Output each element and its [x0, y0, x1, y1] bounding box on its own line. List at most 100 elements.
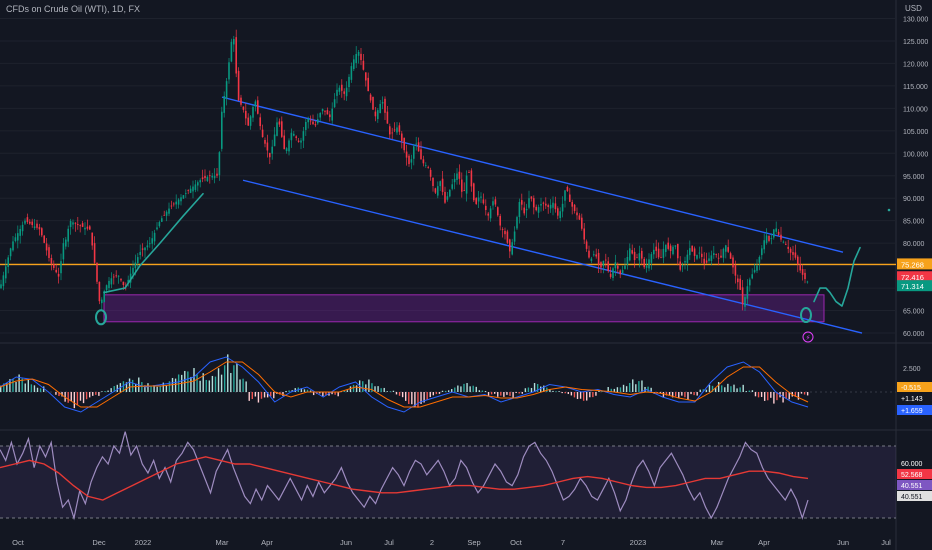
macd-histogram-bar	[251, 392, 253, 400]
candle	[77, 216, 79, 230]
candle	[691, 245, 693, 252]
time-tick-label: Jul	[881, 538, 891, 547]
candle	[569, 188, 571, 203]
candle	[353, 55, 355, 71]
macd-histogram-bar	[441, 390, 444, 392]
candle	[761, 245, 763, 260]
candle-body	[605, 259, 607, 261]
candle-body	[127, 279, 129, 284]
macd-histogram-bar	[727, 383, 729, 392]
candle	[357, 50, 360, 64]
candle-body	[698, 252, 701, 254]
candle-body	[149, 243, 151, 245]
macd-histogram-bar	[70, 392, 72, 401]
candle-body	[525, 209, 528, 211]
candle-body	[571, 202, 573, 207]
candle	[180, 194, 182, 206]
candle-body	[725, 245, 727, 252]
candle-body	[53, 263, 55, 268]
macd-histogram-bar	[144, 385, 146, 392]
candle	[439, 180, 441, 191]
time-tick-label: Mar	[216, 538, 229, 547]
rsi-value-text: 40.551	[901, 494, 923, 501]
candle	[84, 222, 86, 236]
candle-body	[715, 254, 717, 255]
candle	[283, 129, 285, 150]
candle	[696, 254, 698, 261]
candle	[307, 116, 309, 129]
candle	[708, 252, 710, 263]
time-tick-label: Mar	[711, 538, 724, 547]
macd-histogram-bar	[540, 386, 542, 392]
candle	[655, 239, 657, 259]
candle	[501, 227, 504, 238]
candle-body	[566, 186, 569, 192]
candle	[417, 137, 420, 152]
candle	[597, 249, 600, 273]
macd-histogram-bar	[503, 392, 505, 397]
candle	[259, 113, 261, 130]
macd-histogram-bar	[312, 392, 315, 396]
candle-body	[667, 242, 669, 249]
candle-body	[501, 229, 504, 230]
macd-histogram-bar	[619, 387, 622, 392]
candle	[187, 189, 189, 195]
candle	[775, 221, 777, 235]
macd-histogram-bar	[104, 391, 106, 392]
candle-body	[569, 194, 571, 202]
candle-body	[391, 132, 393, 134]
candle-body	[794, 252, 797, 258]
candle-body	[120, 278, 122, 281]
rsi-value-text: 40.551	[901, 483, 923, 490]
candle	[648, 253, 650, 272]
candle-body	[249, 116, 252, 126]
macd-histogram-bar	[675, 392, 677, 397]
candle	[391, 127, 393, 140]
candle-body	[463, 190, 465, 192]
candle-body	[5, 266, 7, 279]
time-tick-label: Apr	[758, 538, 770, 547]
candle-body	[441, 178, 444, 192]
candle	[201, 169, 204, 183]
candle-body	[746, 286, 749, 299]
candle	[398, 122, 401, 135]
candle	[758, 255, 761, 271]
price-label-tag: 72.416	[897, 271, 932, 283]
candle-body	[552, 202, 554, 208]
candle	[727, 239, 729, 253]
macd-histogram-bar	[79, 392, 82, 401]
candle	[703, 252, 705, 270]
lightning-marker[interactable]: ⚡	[802, 331, 814, 343]
macd-histogram-bar	[220, 374, 223, 392]
candle	[355, 46, 357, 68]
candle	[413, 143, 415, 166]
candle-body	[621, 269, 624, 274]
candle-body	[600, 262, 602, 268]
candle-body	[86, 226, 89, 229]
candle	[638, 245, 641, 268]
candle	[602, 260, 605, 274]
price-tick-label: 120.000	[903, 61, 928, 68]
candle-body	[521, 200, 523, 205]
candle	[573, 204, 576, 214]
candle	[624, 258, 626, 270]
macd-histogram-bar	[717, 382, 720, 392]
macd-histogram-bar	[165, 385, 168, 392]
candle-body	[645, 265, 648, 268]
candle	[554, 196, 557, 213]
candle-body	[497, 207, 499, 216]
price-label-text: 75.268	[901, 260, 924, 269]
candle-body	[84, 227, 86, 230]
macd-histogram-bar	[88, 392, 91, 398]
candle-body	[266, 142, 269, 151]
candle-body	[110, 278, 113, 285]
macd-histogram-bar	[521, 392, 523, 394]
macd-histogram-bar	[131, 379, 134, 392]
candle	[523, 201, 525, 216]
candle	[717, 253, 720, 266]
macd-histogram-bar	[650, 387, 652, 392]
candle	[223, 91, 225, 118]
candle	[497, 206, 499, 217]
candle	[633, 247, 636, 268]
